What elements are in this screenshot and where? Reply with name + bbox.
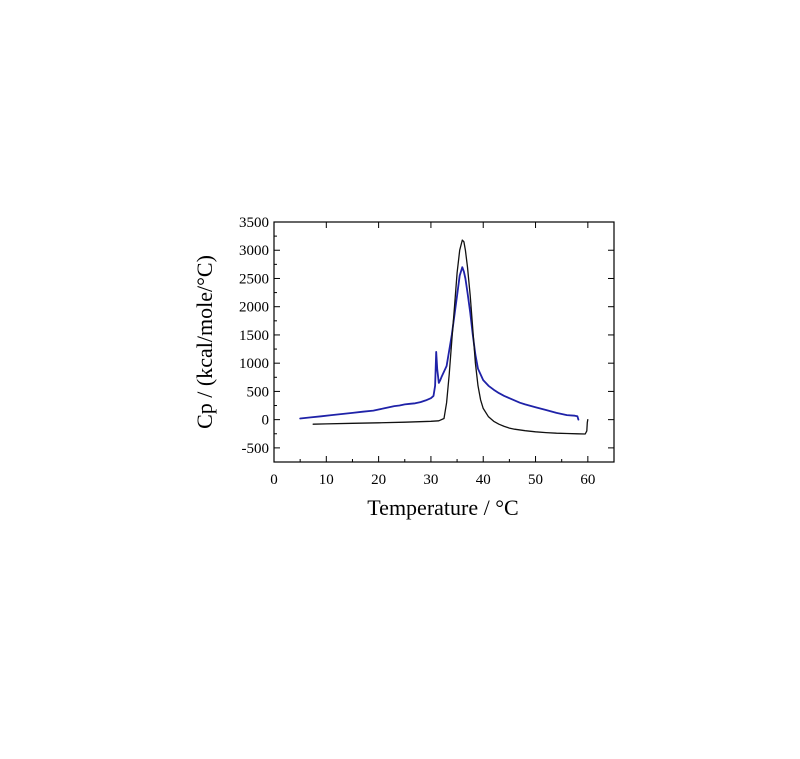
x-tick-label: 40 [476, 472, 491, 488]
y-tick-label: 2000 [239, 300, 269, 316]
x-tick-label: 50 [528, 472, 543, 488]
y-tick-label: 2500 [239, 271, 269, 287]
x-tick-label: 0 [270, 472, 278, 488]
y-tick-label: 1000 [239, 356, 269, 372]
x-tick-label: 60 [580, 472, 595, 488]
y-tick-label: 1500 [239, 328, 269, 344]
y-tick-label: 0 [262, 413, 270, 429]
y-axis-title: Cp / (kcal/mole/°C) [192, 255, 217, 429]
y-tick-label: 500 [247, 384, 270, 400]
y-tick-label: -500 [242, 441, 270, 457]
x-tick-label: 30 [423, 472, 438, 488]
plot-frame [273, 221, 615, 463]
x-tick-label: 20 [371, 472, 386, 488]
plot-area [273, 221, 615, 463]
series-layer [299, 239, 589, 435]
y-tick-label: 3500 [239, 215, 269, 231]
y-tick-label: 3000 [239, 243, 269, 259]
series-line-1 [299, 266, 580, 421]
x-tick-label: 10 [319, 472, 334, 488]
x-axis-title: Temperature / °C [367, 495, 518, 520]
axes-layer: 0 10 20 30 40 50 60-50005001000150020002500300… [239, 215, 614, 488]
series-line-2 [312, 239, 589, 435]
